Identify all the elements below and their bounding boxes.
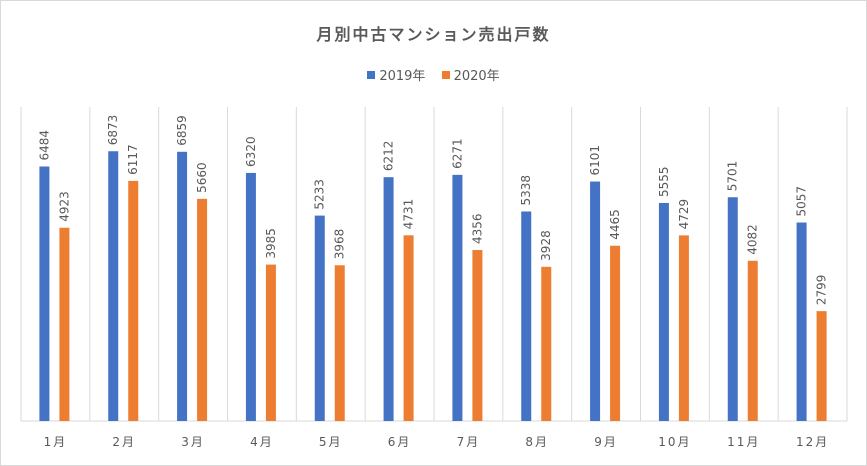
data-label: 2799 [815, 275, 829, 306]
data-label: 6320 [244, 136, 258, 167]
data-label: 6212 [382, 141, 396, 172]
legend-label-2019: 2019年 [379, 69, 426, 84]
legend: 2019年 2020年 [1, 65, 866, 84]
bar-2019 [245, 172, 256, 421]
x-tick-label: 3月 [181, 435, 205, 449]
data-label: 6101 [588, 145, 602, 176]
bar-2019 [452, 174, 463, 421]
x-tick-label: 10月 [658, 435, 691, 449]
bar-2020 [197, 198, 208, 421]
bar-2020 [265, 264, 276, 421]
data-label: 6859 [175, 115, 189, 146]
bar-2019 [658, 202, 669, 421]
data-label: 5233 [313, 179, 327, 210]
bar-2019 [796, 222, 807, 421]
data-label: 5057 [795, 186, 809, 217]
x-tick-label: 6月 [388, 435, 412, 449]
bar-2019 [108, 151, 119, 422]
bar-2020 [59, 227, 70, 421]
x-tick-label: 8月 [525, 435, 549, 449]
legend-item-2019: 2019年 [367, 65, 425, 84]
x-tick-label: 2月 [112, 435, 136, 449]
bar-2019 [727, 197, 738, 421]
data-label: 4731 [402, 199, 416, 230]
data-label: 4923 [57, 191, 71, 222]
legend-label-2020: 2020年 [453, 69, 500, 84]
data-label: 5555 [657, 166, 671, 197]
legend-swatch-2020 [441, 70, 450, 79]
legend-item-2020: 2020年 [441, 65, 500, 84]
data-label: 3968 [333, 229, 347, 260]
bar-2020 [334, 265, 345, 421]
data-label: 4082 [746, 224, 760, 255]
bar-2019 [314, 215, 325, 421]
data-label: 5660 [195, 162, 209, 193]
x-tick-label: 5月 [319, 435, 343, 449]
chart-title: 月別中古マンション売出戸数 [316, 25, 551, 44]
bar-2020 [472, 250, 483, 421]
data-label: 6271 [450, 138, 464, 169]
bar-2020 [816, 311, 827, 421]
x-tick-label: 9月 [594, 435, 618, 449]
bar-2020 [747, 260, 758, 421]
x-tick-label: 7月 [457, 435, 481, 449]
data-label: 6873 [106, 115, 120, 146]
data-label: 4729 [677, 199, 691, 230]
x-tick-label: 11月 [727, 435, 760, 449]
x-tick-label: 1月 [44, 435, 68, 449]
data-label: 4356 [470, 213, 484, 244]
bar-2019 [521, 211, 532, 421]
x-tick-label: 12月 [796, 435, 829, 449]
data-label: 6117 [126, 144, 140, 175]
bar-2020 [403, 235, 414, 421]
bar-2020 [678, 235, 689, 421]
bar-2020 [610, 245, 621, 421]
data-label: 5701 [726, 161, 740, 192]
bar-2020 [128, 180, 139, 421]
bar-2019 [383, 177, 394, 421]
data-label: 5338 [519, 175, 533, 206]
bar-2019 [39, 166, 50, 421]
legend-swatch-2019 [367, 70, 376, 79]
bar-2019 [177, 151, 188, 422]
data-label: 3985 [264, 228, 278, 259]
x-tick-label: 4月 [250, 435, 274, 449]
data-label: 6484 [37, 130, 51, 161]
data-label: 4465 [608, 209, 622, 240]
bar-2019 [590, 181, 601, 421]
bar-2020 [541, 266, 552, 421]
data-label: 3928 [539, 230, 553, 261]
